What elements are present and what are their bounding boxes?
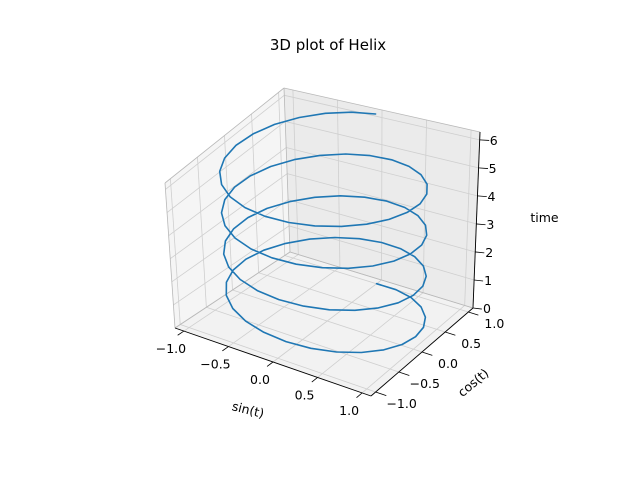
z-tick [479,139,490,141]
x-tick [356,392,363,398]
z-tick [476,223,486,226]
x-tick-label: 1.0 [339,403,359,418]
grid-line-x-back [422,119,427,293]
grid-line-y-floor [258,272,446,333]
grid-line-y-left [278,92,286,256]
floor-pane [175,252,473,396]
x-tick-label: −0.5 [200,357,230,372]
grid-line-y-left [224,135,233,291]
grid-line-z-back [287,199,476,253]
y-tick [445,331,456,336]
grid-line-x-back [292,89,299,255]
grid-line-y-left [251,113,260,273]
pane-edge [283,87,481,133]
grid-line-y-floor [232,289,423,353]
x-tick [177,330,185,336]
y-tick-label: 0.5 [461,336,481,351]
grid-line-z-back [288,225,475,281]
grid-line-y-left [197,157,207,308]
x-tick-label: −1.0 [156,341,186,356]
z-tick [474,279,484,282]
grid-line-z-back [284,94,480,141]
pane-edge [283,87,291,253]
z-tick-label: 6 [490,133,498,148]
x-tick-label: 0.5 [295,387,315,402]
helix-series [218,111,428,354]
grid-line-x-back [464,129,472,306]
z-tick-label: 1 [484,273,492,288]
z-tick-label: 0 [483,301,491,316]
grid-line-x-back [337,99,341,268]
z-tick [478,167,489,169]
grid-line-x-back [381,109,383,281]
z-tick [472,307,482,310]
z-axis-label: time [530,210,559,225]
chart-title: 3D plot of Helix [270,36,386,54]
grid-line-z-back [285,121,479,169]
grid-line-z-left [173,225,290,306]
grid-line-z-left [166,121,286,213]
tick-labels: −1.0−0.50.00.51.0 −1.0−0.50.00.51.0012345… [156,133,505,418]
y-tick-label: −1.0 [386,396,416,411]
pane-edge [164,87,285,184]
tick-marks [177,139,490,398]
y-tick-label: 1.0 [484,316,504,331]
z-tick [477,195,487,198]
grid-line-y-floor [180,324,376,393]
z-tick-label: 2 [485,245,493,260]
y-tick [398,371,410,376]
x-tick [222,346,229,352]
grid-line-y-floor [206,306,399,373]
x-axis-label: sin(t) [230,398,265,420]
z-tick [475,251,485,254]
z-tick-label: 5 [489,161,497,176]
grid-line-z-left [165,94,285,190]
z-axis-line [472,131,481,309]
grid-line-z-left [171,199,289,283]
x-tick-label: 0.0 [250,372,270,387]
x-tick [266,361,274,367]
pane-edge [174,251,291,329]
pane-edge [164,182,176,329]
y-tick [468,311,479,316]
z-tick-label: 3 [486,217,494,232]
y-tick-label: 0.0 [438,356,458,371]
y-axis-label: cos(t) [455,365,492,399]
grid-line-z-back [287,173,477,225]
y-tick [375,391,387,397]
y-tick [421,351,433,356]
grid-line-z-left [169,173,288,260]
grid-line-y-left [170,178,181,325]
z-tick-label: 4 [487,189,495,204]
x-tick [311,377,318,383]
helix-line [218,111,428,354]
pane-edge [289,251,474,309]
y-tick-label: −0.5 [410,376,440,391]
